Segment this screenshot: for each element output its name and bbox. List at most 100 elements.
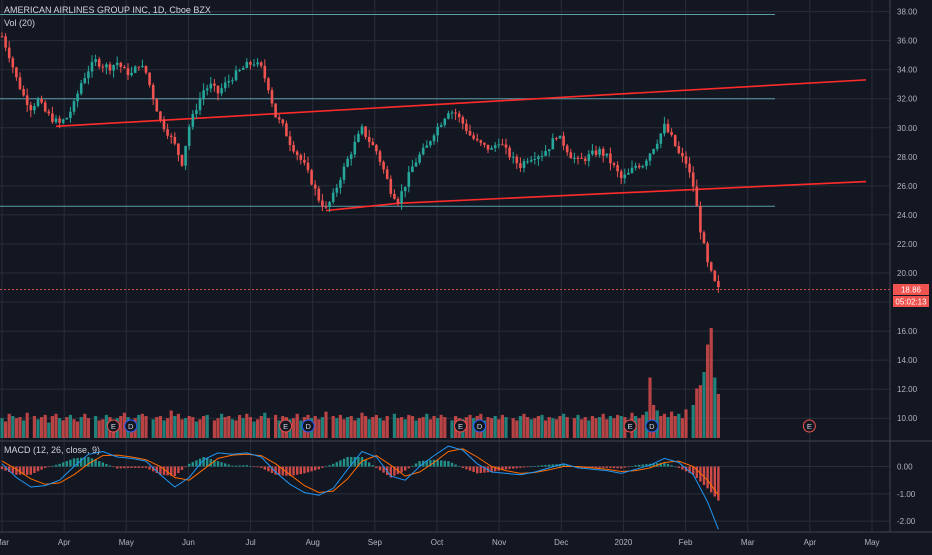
volume-bar[interactable] <box>274 414 278 438</box>
candle-body[interactable] <box>137 66 141 68</box>
volume-series[interactable] <box>0 328 720 438</box>
volume-bar[interactable] <box>220 413 224 438</box>
candle-body[interactable] <box>173 136 177 144</box>
candle-body[interactable] <box>594 150 598 155</box>
candle-body[interactable] <box>400 191 403 204</box>
volume-bar[interactable] <box>202 416 206 438</box>
volume-bar[interactable] <box>421 417 425 438</box>
candle-body[interactable] <box>493 145 497 148</box>
volume-bar[interactable] <box>670 411 674 438</box>
candle-body[interactable] <box>202 90 205 99</box>
candle-body[interactable] <box>576 157 580 159</box>
candle-body[interactable] <box>69 111 72 118</box>
volume-bar[interactable] <box>25 412 29 438</box>
volume-bar[interactable] <box>698 385 702 438</box>
candle-body[interactable] <box>695 186 699 207</box>
candle-body[interactable] <box>609 153 612 164</box>
candle-body[interactable] <box>468 131 472 136</box>
volume-bar[interactable] <box>443 417 447 438</box>
volume-bar[interactable] <box>104 414 108 438</box>
candle-body[interactable] <box>155 99 159 112</box>
event-marker-e[interactable] <box>453 419 467 433</box>
candle-body[interactable] <box>159 111 162 120</box>
candle-body[interactable] <box>245 62 249 69</box>
candle-body[interactable] <box>349 154 353 159</box>
candle-body[interactable] <box>479 140 483 143</box>
candle-body[interactable] <box>270 90 274 104</box>
candle-body[interactable] <box>33 106 36 111</box>
candle-body[interactable] <box>231 80 234 82</box>
volume-bar[interactable] <box>360 412 364 438</box>
macd-pane[interactable] <box>0 445 720 530</box>
volume-bar[interactable] <box>605 419 609 438</box>
candle-body[interactable] <box>321 200 324 207</box>
candle-body[interactable] <box>4 36 7 48</box>
volume-bar[interactable] <box>238 414 242 438</box>
volume-bar[interactable] <box>187 416 191 438</box>
candle-body[interactable] <box>105 64 108 68</box>
candle-body[interactable] <box>123 67 126 69</box>
candle-body[interactable] <box>573 157 576 159</box>
trendline[interactable] <box>397 180 867 205</box>
volume-bar[interactable] <box>155 417 159 438</box>
candle-body[interactable] <box>263 65 267 79</box>
candle-body[interactable] <box>375 145 378 152</box>
candle-body[interactable] <box>515 156 519 164</box>
candle-body[interactable] <box>688 163 691 173</box>
volume-bar[interactable] <box>702 372 706 438</box>
candle-body[interactable] <box>547 149 551 152</box>
event-marker-e[interactable] <box>106 419 120 433</box>
volume-bar[interactable] <box>58 418 62 438</box>
volume-bar[interactable] <box>562 413 566 438</box>
candle-body[interactable] <box>162 119 166 130</box>
volume-bar[interactable] <box>50 416 54 438</box>
candle-body[interactable] <box>25 95 29 105</box>
volume-bar[interactable] <box>223 417 227 438</box>
volume-bar[interactable] <box>97 420 101 438</box>
volume-bar[interactable] <box>684 409 688 438</box>
volume-bar[interactable] <box>194 421 198 439</box>
volume-bar[interactable] <box>382 420 386 438</box>
volume-bar[interactable] <box>551 418 555 438</box>
volume-bar[interactable] <box>536 416 540 438</box>
volume-bar[interactable] <box>540 414 544 438</box>
volume-bar[interactable] <box>529 419 533 438</box>
candle-body[interactable] <box>447 113 450 119</box>
candle-body[interactable] <box>450 112 454 114</box>
candle-body[interactable] <box>267 78 270 91</box>
candle-body[interactable] <box>436 126 439 136</box>
candle-body[interactable] <box>598 148 601 155</box>
volume-bar[interactable] <box>338 414 342 438</box>
candle-body[interactable] <box>634 165 637 168</box>
candle-body[interactable] <box>166 129 169 136</box>
volume-bar[interactable] <box>590 416 594 438</box>
volume-bar[interactable] <box>11 416 15 438</box>
candle-body[interactable] <box>691 172 695 187</box>
volume-bar[interactable] <box>83 413 87 438</box>
volume-bar[interactable] <box>364 416 368 438</box>
volume-bar[interactable] <box>317 419 321 438</box>
volume-bar[interactable] <box>151 419 155 438</box>
volume-bar[interactable] <box>367 419 371 438</box>
candle-body[interactable] <box>411 166 414 173</box>
volume-bar[interactable] <box>101 419 105 438</box>
volume-bar[interactable] <box>94 416 98 438</box>
volume-bar[interactable] <box>0 418 4 438</box>
candle-body[interactable] <box>79 83 83 94</box>
candle-body[interactable] <box>115 62 119 66</box>
candle-body[interactable] <box>0 36 4 38</box>
candle-body[interactable] <box>378 151 382 162</box>
volume-bar[interactable] <box>184 418 188 438</box>
candle-body[interactable] <box>288 136 292 146</box>
candle-body[interactable] <box>591 150 594 155</box>
volume-bar[interactable] <box>65 417 69 438</box>
volume-bar[interactable] <box>40 417 44 438</box>
candle-body[interactable] <box>637 165 641 168</box>
volume-bar[interactable] <box>119 416 123 438</box>
candle-body[interactable] <box>65 117 69 120</box>
candle-body[interactable] <box>277 117 281 120</box>
candle-body[interactable] <box>425 145 429 148</box>
volume-bar[interactable] <box>14 418 18 438</box>
event-marker-d[interactable] <box>301 419 315 433</box>
candle-body[interactable] <box>285 123 288 137</box>
